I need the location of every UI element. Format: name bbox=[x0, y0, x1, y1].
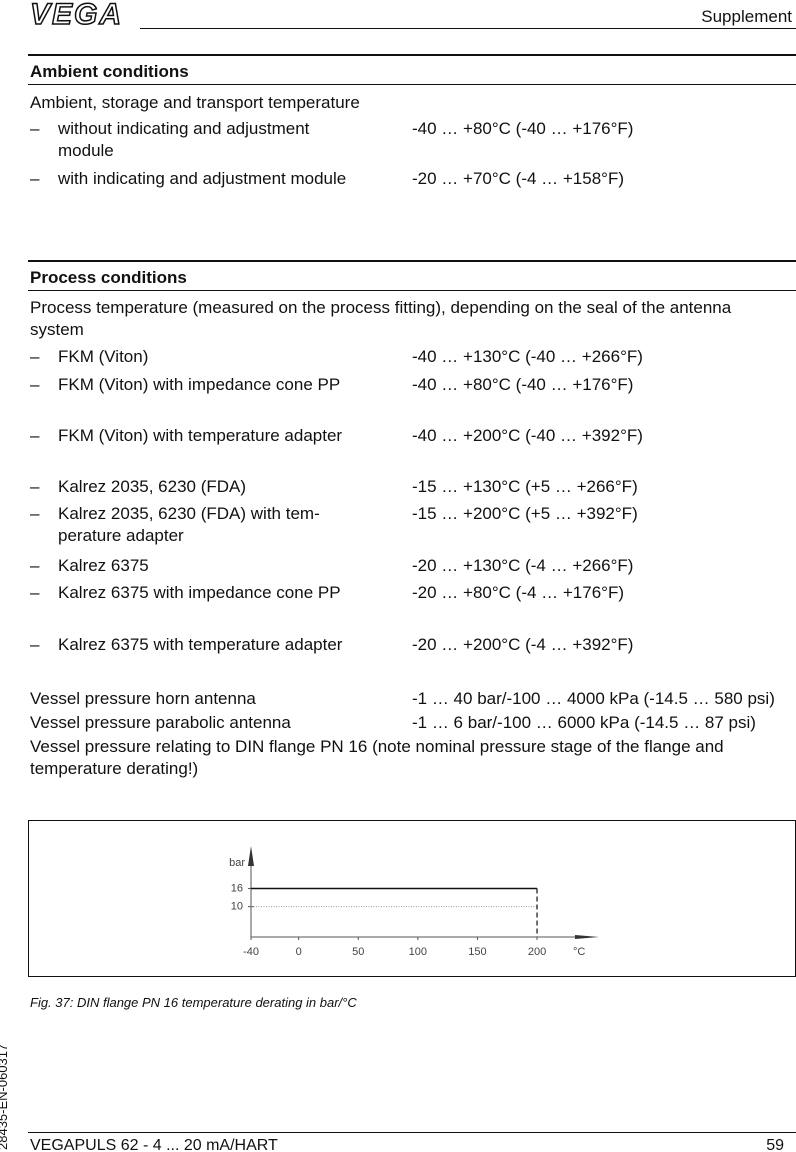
chart: bar °C -40 0 50 100 150 200 10 16 bbox=[28, 820, 796, 977]
rule bbox=[28, 260, 796, 262]
x-tick-label: -40 bbox=[243, 946, 259, 958]
dash: – bbox=[30, 583, 40, 602]
row-value: -1 … 6 bar/-100 … 6000 kPa (-14.5 … 87 p… bbox=[412, 713, 756, 732]
row-value: -15 … +200°C (+5 … +392°F) bbox=[412, 504, 638, 523]
row-value: -40 … +130°C (-40 … +266°F) bbox=[412, 347, 643, 366]
page-number: 59 bbox=[766, 1137, 784, 1152]
y-arrow bbox=[248, 846, 254, 866]
footer-product: VEGAPULS 62 - 4 ... 20 mA/HART bbox=[30, 1137, 278, 1152]
row-value: -40 … +80°C (-40 … +176°F) bbox=[412, 375, 634, 394]
row-label: Kalrez 2035, 6230 (FDA) bbox=[58, 477, 247, 496]
row-label: Vessel pressure parabolic antenna bbox=[30, 713, 291, 732]
row-value: -15 … +130°C (+5 … +266°F) bbox=[412, 477, 638, 496]
dash: – bbox=[30, 556, 40, 575]
x-tick-label: 100 bbox=[409, 946, 427, 958]
dash: – bbox=[30, 477, 40, 496]
row-value: -20 … +130°C (-4 … +266°F) bbox=[412, 556, 634, 575]
x-tick-label: 200 bbox=[528, 946, 546, 958]
dash: – bbox=[30, 347, 40, 366]
row-label: Kalrez 6375 with temperature adapter bbox=[58, 635, 343, 654]
row-value: -20 … +200°C (-4 … +392°F) bbox=[412, 635, 634, 654]
y-tick-label: 16 bbox=[231, 882, 243, 894]
dash: – bbox=[30, 504, 40, 523]
dash: – bbox=[30, 119, 40, 138]
x-tick-label: 50 bbox=[352, 946, 364, 958]
dash: – bbox=[30, 375, 40, 394]
section-name: Supplement bbox=[701, 7, 792, 26]
row-label: FKM (Viton) with impedance cone PP bbox=[58, 375, 341, 394]
caption: Fig. 37: DIN flange PN 16 temperature de… bbox=[30, 995, 357, 1010]
row-label: FKM (Viton) bbox=[58, 347, 149, 366]
y-axis-label: bar bbox=[229, 857, 245, 869]
logo: VEGA bbox=[29, 0, 124, 31]
x-tick-label: 0 bbox=[296, 946, 302, 958]
row-value: -1 … 40 bar/-100 … 4000 kPa (-14.5 … 580… bbox=[412, 689, 775, 708]
rule bbox=[28, 290, 796, 291]
row-value: -40 … +80°C (-40 … +176°F) bbox=[412, 119, 634, 138]
x-tick-label: 150 bbox=[468, 946, 486, 958]
rule bbox=[28, 54, 796, 56]
row-label: Vessel pressure horn antenna bbox=[30, 689, 256, 708]
x-axis-label: °C bbox=[573, 946, 585, 958]
row-value: -20 … +80°C (-4 … +176°F) bbox=[412, 583, 625, 602]
row-label: FKM (Viton) with temperature adapter bbox=[58, 426, 343, 445]
dash: – bbox=[30, 169, 40, 188]
row-value: -20 … +70°C (-4 … +158°F) bbox=[412, 169, 625, 188]
x-arrow bbox=[575, 935, 599, 939]
doc-id: 28435-EN-060317 bbox=[0, 1043, 10, 1150]
row-label: Kalrez 6375 bbox=[58, 556, 149, 575]
row-label: Kalrez 6375 with impedance cone PP bbox=[58, 583, 341, 602]
row-label: with indicating and adjustment module bbox=[58, 169, 347, 188]
rule bbox=[28, 84, 796, 85]
row-label: without indicating and adjustment module bbox=[58, 119, 310, 160]
note: Vessel pressure relating to DIN flange P… bbox=[30, 737, 724, 778]
intro: Process temperature (measured on the pro… bbox=[30, 298, 732, 339]
section-title: Process conditions bbox=[30, 268, 187, 287]
row-value: -40 … +200°C (-40 … +392°F) bbox=[412, 426, 643, 445]
dash: – bbox=[30, 635, 40, 654]
row-label: Kalrez 2035, 6230 (FDA) with tem­peratur… bbox=[58, 504, 320, 545]
rule bbox=[28, 1132, 796, 1133]
section-title: Ambient conditions bbox=[30, 62, 189, 81]
dash: – bbox=[30, 426, 40, 445]
y-tick-label: 10 bbox=[231, 901, 243, 913]
intro: Ambient, storage and transport temperatu… bbox=[30, 93, 360, 112]
rule bbox=[140, 28, 796, 29]
